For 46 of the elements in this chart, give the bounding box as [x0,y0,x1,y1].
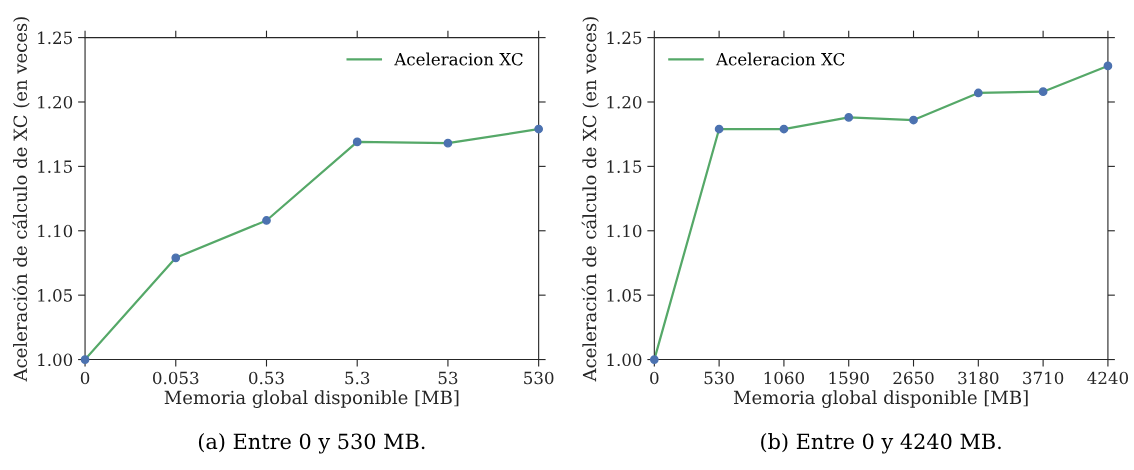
legend-label: Aceleracion XC [715,52,845,66]
x-tick-label: 530 [704,371,734,385]
y-tick-label: 1.10 [607,224,642,238]
x-tick-label: 3180 [958,371,999,385]
point [714,124,724,134]
x-tick-label: 53 [438,371,458,385]
text: (b) Entre 0 y 4240 MB. [761,433,1001,454]
point [909,115,918,125]
y-tick-label: 1.00 [607,353,642,367]
point [171,253,181,263]
y-tick-label: 1.20 [38,95,73,109]
y-axis-title: Aceleración de cálculo de XC (en veces) [12,17,30,382]
x-tick-label: 4240 [1087,371,1129,385]
x-tick-label: 2650 [893,371,934,385]
point [534,124,544,134]
point [973,88,983,98]
point [443,138,453,148]
y-axis-title: Aceleración de cálculo de XC (en veces) [581,17,599,382]
x-tick-label: 530 [524,371,554,385]
x-tick-label: 3710 [1023,371,1064,385]
y-tick-label: 1.25 [38,31,72,45]
point [352,137,362,147]
x-tick-label: 0 [80,371,90,385]
x-axis-title: Memoria global disponible [MB] [164,390,459,408]
point [844,113,854,122]
y-tick-label: 1.15 [607,160,642,173]
point [779,124,789,134]
text: (a) Entre 0 y 530 MB. [198,433,425,454]
point [1103,61,1113,71]
point [262,216,271,225]
x-tick-label: 5.3 [345,371,370,385]
legend-label: Aceleracion XC [394,52,523,66]
x-tick-label: 0 [650,371,659,385]
x-tick-label: 1590 [829,371,869,385]
y-tick-label: 1.15 [38,160,72,173]
x-tick-label: 1060 [764,371,805,385]
x-axis-title: Memoria global disponible [MB] [733,390,1028,408]
y-tick-label: 1.05 [38,289,72,302]
point [1038,87,1048,97]
y-tick-label: 1.05 [607,289,642,302]
y-tick-label: 1.20 [607,95,642,109]
y-tick-label: 1.10 [38,224,73,238]
x-tick-label: 0.053 [153,371,199,385]
y-tick-label: 1.00 [38,353,73,367]
y-tick-label: 1.25 [607,31,642,45]
x-tick-label: 0.53 [249,371,284,385]
